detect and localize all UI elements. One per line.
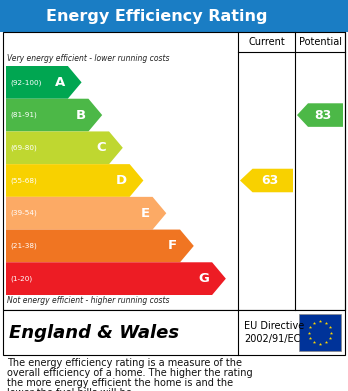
Text: Current: Current (248, 37, 285, 47)
Polygon shape (6, 164, 143, 197)
Text: A: A (55, 76, 65, 89)
Text: G: G (198, 272, 209, 285)
Text: E: E (141, 207, 150, 220)
Text: England & Wales: England & Wales (9, 323, 179, 341)
Text: C: C (96, 141, 106, 154)
Bar (299, 314, 341, 351)
Text: B: B (75, 109, 86, 122)
Text: the more energy efficient the home is and the: the more energy efficient the home is an… (7, 378, 233, 388)
Bar (3, 32, 345, 310)
Text: (21-38): (21-38) (10, 243, 37, 249)
Text: EU Directive: EU Directive (244, 321, 304, 331)
Text: Very energy efficient - lower running costs: Very energy efficient - lower running co… (7, 54, 169, 63)
Text: Potential: Potential (299, 37, 341, 47)
Text: Energy Efficiency Rating: Energy Efficiency Rating (46, 9, 267, 23)
Polygon shape (6, 230, 194, 262)
Text: (69-80): (69-80) (10, 145, 37, 151)
Polygon shape (6, 262, 226, 295)
Bar (0, 0, 348, 32)
Text: (92-100): (92-100) (10, 79, 41, 86)
Polygon shape (6, 197, 166, 230)
Text: (55-68): (55-68) (10, 177, 37, 184)
Polygon shape (6, 131, 123, 164)
Polygon shape (6, 99, 102, 131)
Text: F: F (168, 239, 177, 253)
Text: (1-20): (1-20) (10, 275, 32, 282)
Text: (81-91): (81-91) (10, 112, 37, 118)
Polygon shape (240, 169, 293, 192)
Text: 2002/91/EC: 2002/91/EC (244, 334, 300, 344)
Polygon shape (6, 66, 81, 99)
Text: D: D (116, 174, 127, 187)
Polygon shape (297, 103, 343, 127)
Text: 83: 83 (314, 109, 332, 122)
Text: overall efficiency of a home. The higher the rating: overall efficiency of a home. The higher… (7, 368, 253, 378)
Text: The energy efficiency rating is a measure of the: The energy efficiency rating is a measur… (7, 358, 242, 368)
Bar (3, 310, 345, 355)
Text: (39-54): (39-54) (10, 210, 37, 217)
Text: 63: 63 (261, 174, 278, 187)
Text: Not energy efficient - higher running costs: Not energy efficient - higher running co… (7, 296, 169, 305)
Text: lower the fuel bills will be.: lower the fuel bills will be. (7, 388, 135, 391)
